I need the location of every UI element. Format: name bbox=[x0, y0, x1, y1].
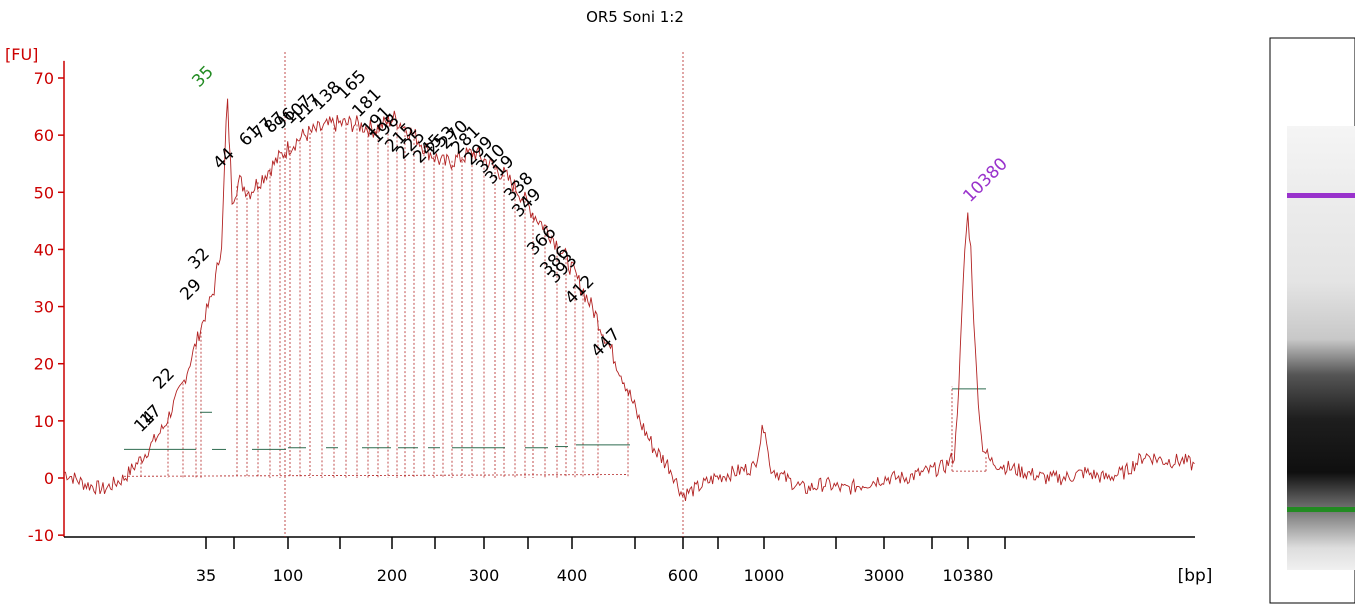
y-axis-unit: [FU] bbox=[5, 45, 38, 64]
peak-labels: 3510380141722293244617787961071171381651… bbox=[130, 62, 1011, 436]
peak-label: 32 bbox=[184, 244, 213, 273]
chart-title: OR5 Soni 1:2 bbox=[586, 8, 684, 26]
signal-trace bbox=[63, 98, 1195, 501]
trace-layer bbox=[63, 98, 1195, 501]
y-axis: -10 0 10 20 30 40 50 60 70 bbox=[28, 60, 65, 545]
peak-drop-lines bbox=[123, 120, 987, 479]
gel-lower-marker-band bbox=[1287, 507, 1355, 512]
x-tick-label: 10380 bbox=[943, 566, 994, 585]
y-tick-label: 60 bbox=[34, 126, 54, 145]
peak-label: 22 bbox=[149, 364, 178, 393]
peak-label: 447 bbox=[587, 324, 624, 361]
gel-smear bbox=[1287, 126, 1355, 570]
x-tick-label: 100 bbox=[273, 566, 304, 585]
y-tick-label: 0 bbox=[44, 469, 54, 488]
gel-lane bbox=[1269, 37, 1355, 604]
peak-baseline-dotted bbox=[123, 474, 629, 477]
x-tick-label: 35 bbox=[196, 566, 216, 585]
y-tick-label: 30 bbox=[34, 298, 54, 317]
y-tick-label: 70 bbox=[34, 69, 54, 88]
peak-label: 44 bbox=[209, 144, 238, 173]
y-tick-label: 40 bbox=[34, 240, 54, 259]
y-tick-label: 10 bbox=[34, 412, 54, 431]
x-axis: 35 100 200 300 400 600 1000 3000 10380 bbox=[64, 52, 1195, 585]
x-tick-label: 200 bbox=[377, 566, 408, 585]
x-tick-label: 1000 bbox=[744, 566, 785, 585]
x-tick-label: 3000 bbox=[864, 566, 905, 585]
peak-baselines bbox=[124, 388, 986, 450]
y-tick-label: 50 bbox=[34, 183, 54, 202]
lower-marker-label: 35 bbox=[188, 62, 217, 91]
x-tick-label: 400 bbox=[557, 566, 588, 585]
x-axis-unit: [bp] bbox=[1178, 566, 1213, 586]
x-tick-label: 300 bbox=[469, 566, 500, 585]
peak-label: 29 bbox=[176, 275, 205, 304]
y-tick-label: -10 bbox=[28, 526, 54, 545]
upper-marker-label: 10380 bbox=[959, 154, 1011, 206]
y-tick-label: 20 bbox=[34, 355, 54, 374]
gel-upper-marker-band bbox=[1287, 193, 1355, 198]
x-tick-label: 600 bbox=[668, 566, 699, 585]
